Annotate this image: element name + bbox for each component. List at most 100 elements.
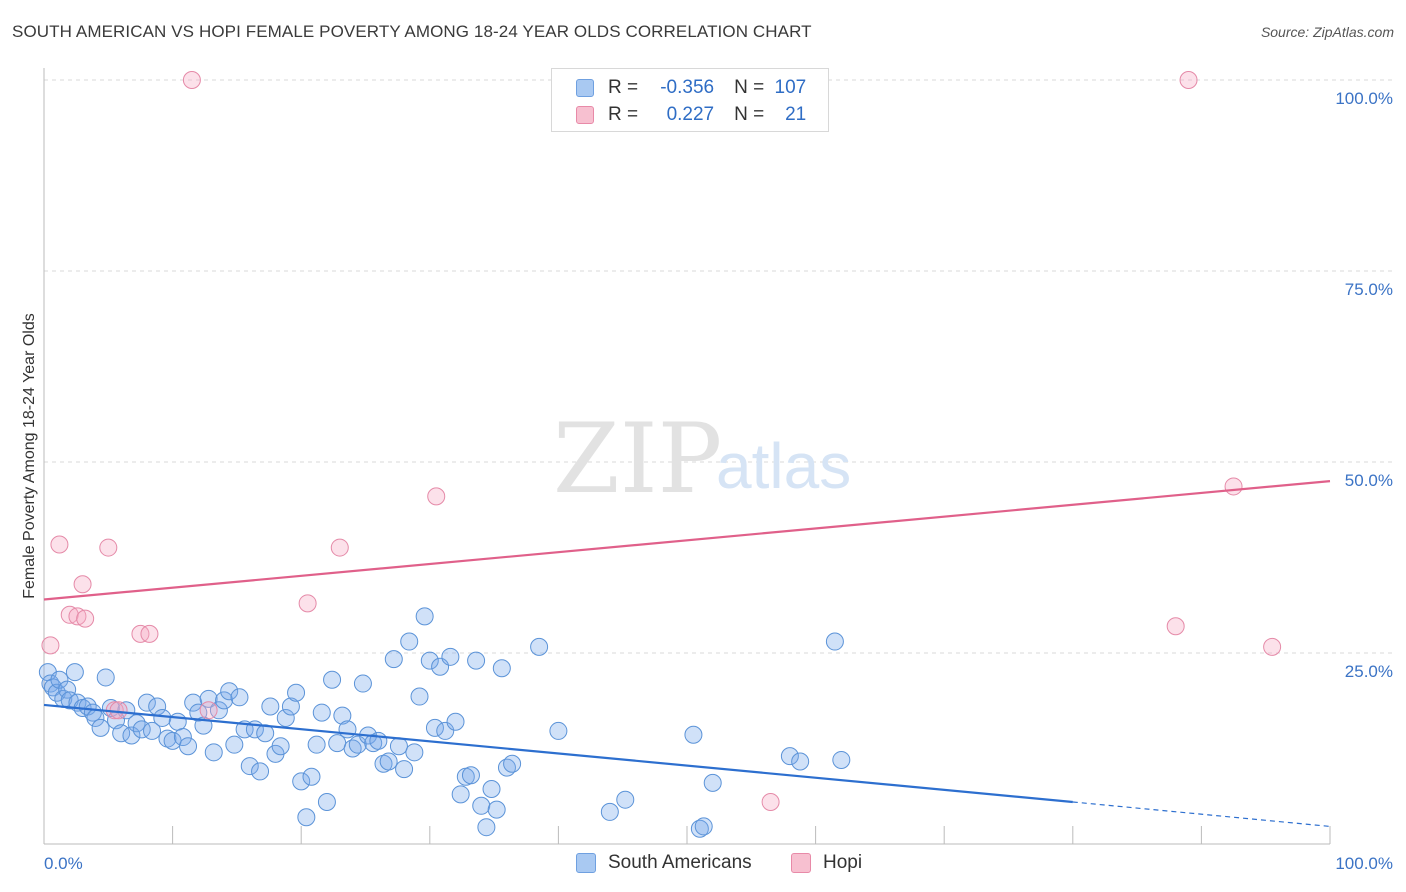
data-point-south-american bbox=[492, 659, 511, 678]
data-point-south-american bbox=[461, 766, 480, 785]
data-point-south-american bbox=[240, 757, 259, 776]
data-point-hopi bbox=[76, 609, 95, 628]
correlation-legend: R = -0.356 N = 107 R = 0.227 N = 21 bbox=[551, 68, 829, 132]
data-point-south-american bbox=[137, 693, 156, 712]
data-point-south-american bbox=[600, 802, 619, 821]
y-axis-label: Female Poverty Among 18-24 Year Olds bbox=[21, 313, 38, 599]
data-point-south-american bbox=[400, 632, 419, 651]
data-point-south-american bbox=[65, 663, 84, 682]
legend-row-south: R = -0.356 N = 107 bbox=[576, 77, 806, 99]
data-point-south-american bbox=[220, 682, 239, 701]
data-point-south-american bbox=[281, 697, 300, 716]
data-point-south-american bbox=[487, 800, 506, 819]
data-point-south-american bbox=[451, 785, 470, 804]
legend-row-hopi: R = 0.227 N = 21 bbox=[576, 104, 806, 126]
data-point-hopi bbox=[182, 71, 201, 89]
data-point-south-american bbox=[436, 721, 455, 740]
data-point-south-american bbox=[384, 650, 403, 669]
legend-label-south: South Americans bbox=[608, 852, 752, 873]
data-point-south-american bbox=[179, 737, 198, 756]
legend-r-value: -0.356 bbox=[660, 77, 715, 98]
data-point-south-american bbox=[410, 687, 429, 706]
legend-n-value: 21 bbox=[785, 104, 807, 125]
data-point-south-american bbox=[204, 743, 223, 762]
tick-labels: 25.0% 50.0% 75.0% 100.0% 0.0% 100.0% bbox=[44, 89, 1393, 873]
watermark-zip: ZIP bbox=[553, 403, 722, 515]
data-point-south-american bbox=[302, 767, 321, 786]
data-point-south-american bbox=[230, 688, 249, 707]
data-point-south-american bbox=[225, 735, 244, 754]
data-point-hopi bbox=[1166, 617, 1185, 636]
data-point-south-american bbox=[446, 712, 465, 731]
data-point-hopi bbox=[1224, 477, 1243, 496]
data-point-south-american bbox=[168, 712, 187, 731]
data-point-south-american bbox=[348, 735, 367, 754]
data-point-hopi bbox=[330, 538, 349, 557]
data-point-south-american bbox=[482, 779, 501, 798]
data-point-south-american bbox=[503, 754, 522, 773]
data-point-south-american bbox=[58, 680, 77, 699]
source-label: Source: ZipAtlas.com bbox=[1260, 24, 1394, 40]
data-point-south-american bbox=[312, 703, 331, 722]
data-point-hopi bbox=[298, 594, 317, 613]
data-point-south-american bbox=[477, 818, 496, 837]
data-point-hopi bbox=[73, 575, 92, 594]
data-point-south-american bbox=[549, 721, 568, 740]
data-point-south-american bbox=[323, 670, 342, 689]
data-point-south-american bbox=[694, 817, 713, 836]
data-point-hopi bbox=[60, 605, 79, 624]
legend-label-hopi: Hopi bbox=[823, 852, 863, 873]
legend-r-label: R = bbox=[608, 77, 639, 98]
trend-lines bbox=[43, 480, 1331, 828]
data-point-hopi bbox=[99, 538, 118, 557]
data-point-south-american bbox=[703, 773, 722, 792]
data-point-south-american bbox=[209, 701, 228, 720]
data-point-south-american bbox=[353, 674, 372, 693]
legend-item-hopi[interactable]: Hopi bbox=[791, 852, 862, 874]
series-legend: South Americans Hopi bbox=[0, 852, 1406, 878]
data-point-south-american bbox=[425, 718, 444, 737]
data-point-hopi bbox=[199, 701, 218, 720]
south-americans-points bbox=[38, 607, 851, 838]
y-tick-label: 50.0% bbox=[1345, 471, 1393, 490]
legend-n-value: 107 bbox=[774, 77, 807, 98]
data-point-south-american bbox=[307, 735, 326, 754]
y-tick-label: 25.0% bbox=[1345, 662, 1393, 681]
legend-swatch-hopi bbox=[791, 853, 811, 873]
data-point-south-american bbox=[143, 721, 162, 740]
x-tick-label: 0.0% bbox=[44, 854, 83, 873]
data-point-south-american bbox=[261, 697, 280, 716]
data-point-south-american bbox=[317, 792, 336, 811]
data-point-south-american bbox=[297, 808, 316, 827]
trend-line-south-americans bbox=[43, 703, 1073, 804]
data-point-south-american bbox=[780, 747, 799, 766]
data-point-hopi bbox=[427, 487, 446, 506]
grid-lines bbox=[44, 79, 1392, 654]
data-point-south-american bbox=[287, 683, 306, 702]
legend-item-south-americans[interactable]: South Americans bbox=[576, 852, 752, 874]
data-point-south-american bbox=[441, 647, 460, 666]
data-point-south-american bbox=[91, 718, 110, 737]
data-point-south-american bbox=[333, 706, 352, 725]
trend-line-hopi bbox=[43, 480, 1331, 601]
data-point-south-american bbox=[379, 752, 398, 771]
data-point-south-american bbox=[96, 668, 115, 687]
data-point-hopi bbox=[1263, 637, 1282, 656]
legend-swatch-hopi bbox=[576, 106, 594, 124]
y-tick-label: 75.0% bbox=[1345, 280, 1393, 299]
data-point-south-american bbox=[50, 670, 69, 689]
data-point-hopi bbox=[50, 535, 69, 554]
data-point-south-american bbox=[791, 752, 810, 771]
data-point-south-american bbox=[395, 760, 414, 779]
legend-r-label: R = bbox=[608, 104, 639, 125]
data-point-south-american bbox=[832, 750, 851, 769]
data-point-south-american bbox=[292, 772, 311, 791]
data-point-south-american bbox=[153, 708, 172, 727]
data-point-south-american bbox=[251, 762, 270, 781]
data-point-south-american bbox=[415, 607, 434, 626]
legend-r-value: 0.227 bbox=[666, 104, 715, 125]
data-point-south-american bbox=[271, 737, 290, 756]
data-point-south-american bbox=[338, 720, 357, 739]
data-point-south-american bbox=[215, 691, 234, 710]
